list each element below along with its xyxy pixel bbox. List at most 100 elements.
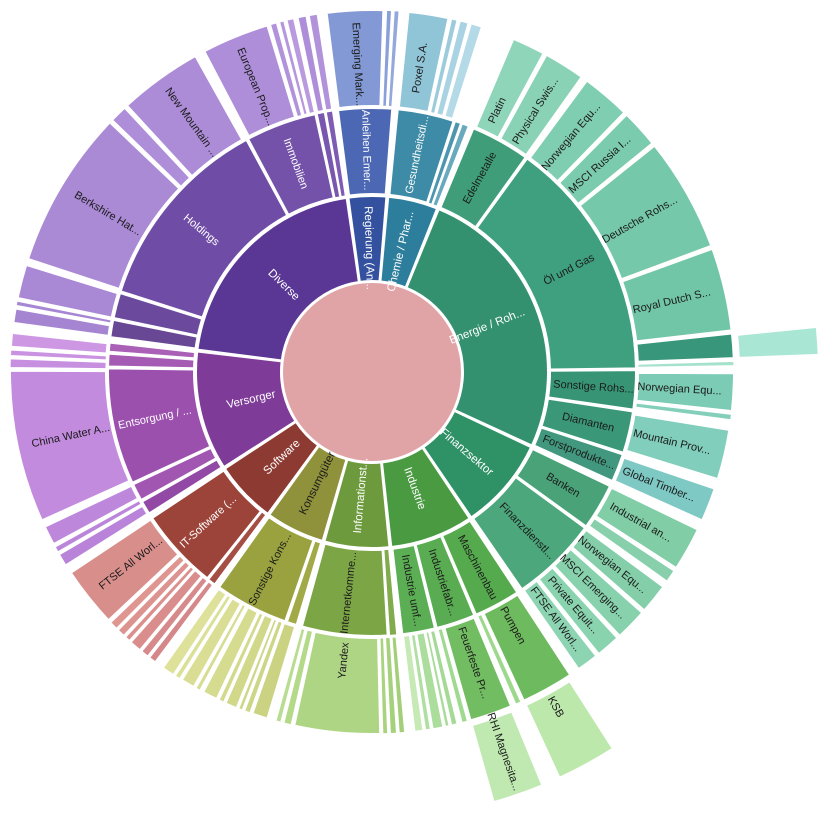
segment-sonstige-kons[interactable] — [218, 516, 315, 623]
segment-sliver[interactable] — [308, 13, 333, 111]
segment-sliver[interactable] — [382, 9, 393, 107]
segment-sliver[interactable] — [225, 614, 273, 709]
segment-sliver[interactable] — [587, 517, 676, 583]
segment-sliver[interactable] — [275, 627, 306, 723]
segment-norwegian-equ[interactable] — [528, 79, 626, 183]
segment-msci-emerging[interactable] — [553, 547, 644, 637]
segment-sliver[interactable] — [149, 581, 214, 663]
segment-gesundheitsdi[interactable] — [388, 108, 455, 204]
segment--l-und-gas[interactable] — [475, 157, 637, 371]
segment-sliver[interactable] — [278, 20, 308, 116]
segment-banken[interactable] — [515, 447, 612, 528]
segment-norwegian-equ[interactable] — [571, 528, 665, 612]
segment-sliver[interactable] — [54, 499, 142, 553]
segment-sliver[interactable] — [425, 631, 450, 728]
segment-sliver[interactable] — [107, 352, 196, 370]
segment-new-mountain[interactable] — [125, 55, 244, 178]
segment-sliver[interactable] — [427, 120, 462, 205]
segment-industrie-umf[interactable] — [391, 543, 436, 636]
segment-sliver[interactable] — [436, 20, 469, 117]
segment-sliver[interactable] — [218, 612, 264, 703]
segment-physical-swis[interactable] — [499, 53, 583, 157]
segment-sliver[interactable] — [432, 123, 469, 207]
segment-diamanten[interactable] — [540, 397, 635, 454]
segment-versorger[interactable] — [195, 350, 297, 469]
segment-sliver[interactable] — [429, 18, 458, 115]
segment-chemie-phar[interactable] — [379, 195, 439, 289]
segment-european-prop[interactable] — [203, 24, 297, 138]
segment-sliver[interactable] — [110, 555, 185, 630]
segment-sliver[interactable] — [58, 505, 148, 566]
segment-sliver[interactable] — [141, 576, 208, 657]
segment-maschinenbau[interactable] — [441, 519, 519, 616]
segment-sliver[interactable] — [437, 627, 469, 724]
segment-sonstige-rohs[interactable] — [547, 369, 637, 411]
segment-diverse[interactable] — [196, 196, 360, 362]
segment-sliver[interactable] — [180, 597, 243, 689]
segment-forstprodukte[interactable] — [533, 426, 624, 483]
segment-entsorgung[interactable] — [107, 367, 212, 484]
segment-software[interactable] — [223, 420, 320, 515]
segment-sliver[interactable] — [410, 633, 432, 731]
sunburst-center-circle[interactable] — [281, 281, 463, 463]
segment-konsumg-ter[interactable] — [268, 444, 348, 542]
segment-anleihen-emer[interactable] — [336, 107, 394, 197]
segment-sliver[interactable] — [383, 548, 398, 637]
segment-royal-dutch-s[interactable] — [621, 247, 733, 343]
segment-sliver[interactable] — [251, 622, 297, 720]
segment-norwegian-equ[interactable] — [635, 371, 735, 413]
segment-sliver[interactable] — [384, 636, 398, 735]
segment-platin[interactable] — [474, 37, 545, 139]
segment-sliver[interactable] — [43, 484, 140, 546]
segment-sliver[interactable] — [202, 606, 259, 701]
segment-private-equit[interactable] — [537, 566, 619, 656]
segment-msci-russia-i[interactable] — [558, 113, 654, 205]
segment-rhi-magnesita[interactable] — [470, 710, 544, 804]
segment-sliver[interactable] — [244, 620, 283, 714]
segment-feuerfeste-pr[interactable] — [443, 616, 513, 722]
segment-sliver[interactable] — [109, 318, 199, 350]
segment-sliver[interactable] — [379, 637, 389, 735]
segment-sliver[interactable] — [286, 17, 316, 115]
segment-sliver[interactable] — [238, 618, 278, 711]
segment-sliver[interactable] — [285, 539, 323, 626]
segment-global-timber[interactable] — [613, 456, 716, 522]
segment-ksb[interactable] — [524, 680, 614, 779]
segment-sliver[interactable] — [124, 566, 195, 642]
segment-sliver[interactable] — [297, 15, 325, 113]
segment-energie-roh[interactable] — [405, 208, 549, 447]
segment-yandex[interactable] — [293, 630, 382, 735]
segment-industriefabr[interactable] — [414, 535, 476, 629]
segment-emerging-mark[interactable] — [325, 9, 385, 110]
segment-sliver[interactable] — [637, 360, 735, 368]
segment-china-water-a[interactable] — [9, 369, 131, 522]
segment-deutsche-rohs[interactable] — [578, 144, 713, 281]
segment-sliver[interactable] — [9, 349, 108, 361]
segment-sliver[interactable] — [174, 594, 232, 680]
segment-sliver[interactable] — [107, 341, 197, 360]
segment-sliver[interactable] — [283, 629, 314, 726]
segment-sliver[interactable] — [162, 588, 227, 676]
segment-sliver[interactable] — [130, 570, 202, 651]
segment-sliver[interactable] — [444, 23, 483, 120]
segment-sliver[interactable] — [402, 634, 424, 733]
segment-pumpen[interactable] — [482, 593, 572, 702]
segment-sliver[interactable] — [391, 636, 406, 734]
segment-sliver[interactable] — [736, 325, 820, 359]
segment-sliver[interactable] — [316, 111, 341, 199]
segment-sliver[interactable] — [208, 511, 267, 585]
segment-sliver[interactable] — [429, 629, 458, 726]
segment-sliver[interactable] — [112, 292, 204, 337]
segment-ftse-all-worl[interactable] — [69, 518, 180, 622]
segment-sliver[interactable] — [325, 110, 346, 198]
segment-ftse-all-worl[interactable] — [522, 579, 598, 671]
segment-sliver[interactable] — [635, 332, 735, 363]
segment-informationst[interactable] — [323, 458, 391, 549]
segment-sliver[interactable] — [132, 446, 218, 501]
segment-sliver[interactable] — [111, 106, 192, 188]
segment-edelmetalle[interactable] — [439, 127, 527, 229]
segment-sliver[interactable] — [16, 263, 119, 319]
segment-sliver[interactable] — [195, 603, 247, 692]
segment-poxel-s-a[interactable] — [397, 10, 450, 114]
segment-sliver[interactable] — [12, 307, 112, 337]
